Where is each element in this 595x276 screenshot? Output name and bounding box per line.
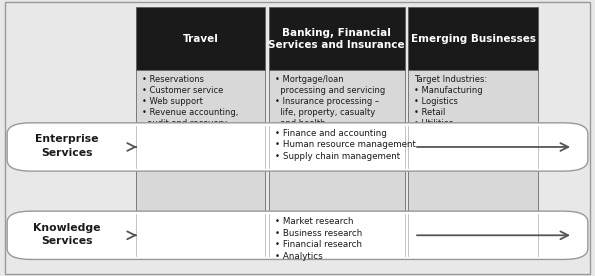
FancyBboxPatch shape [408,7,538,70]
FancyBboxPatch shape [7,211,588,259]
Text: Enterprise
Services: Enterprise Services [36,134,99,158]
Text: • Reservations
• Customer service
• Web support
• Revenue accounting,
  audit an: • Reservations • Customer service • Web … [142,75,260,150]
FancyBboxPatch shape [136,70,265,218]
Text: Travel: Travel [183,34,218,44]
Text: Target Industries:
• Manufacturing
• Logistics
• Retail
• Utilities
• Profession: Target Industries: • Manufacturing • Log… [414,75,510,139]
Text: • Mortgage/loan
  processing and servicing
• Insurance processing –
  life, prop: • Mortgage/loan processing and servicing… [275,75,385,150]
FancyBboxPatch shape [5,2,590,274]
FancyBboxPatch shape [269,7,405,70]
FancyBboxPatch shape [7,123,588,171]
Text: Banking, Financial
Services and Insurance: Banking, Financial Services and Insuranc… [268,28,405,50]
Text: Industry
Specific
Services: Industry Specific Services [42,123,93,159]
FancyBboxPatch shape [269,70,405,218]
FancyBboxPatch shape [408,70,538,218]
Text: • Market research
• Business research
• Financial research
• Analytics: • Market research • Business research • … [275,217,362,261]
Text: Emerging Businesses: Emerging Businesses [411,34,536,44]
Text: Knowledge
Services: Knowledge Services [33,223,101,246]
Text: • Finance and accounting
• Human resource management
• Supply chain management: • Finance and accounting • Human resourc… [275,129,416,161]
FancyBboxPatch shape [136,7,265,70]
